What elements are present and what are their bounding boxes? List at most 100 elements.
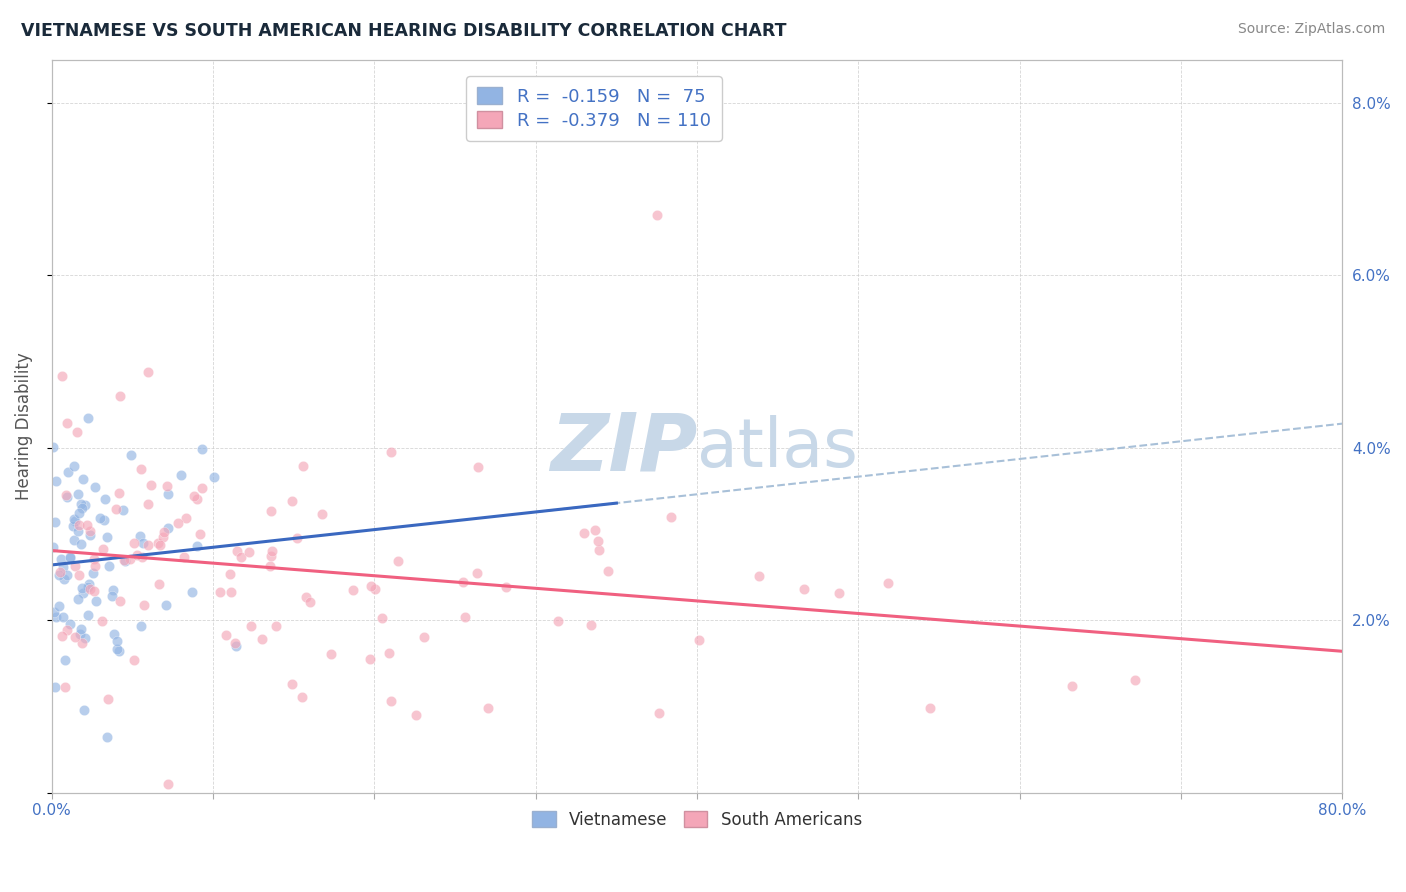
Point — [281, 494, 304, 508]
Point — [76, 517, 98, 532]
Point — [120, 448, 142, 462]
Point — [364, 582, 387, 596]
Point — [264, 619, 287, 633]
Point — [413, 630, 436, 644]
Point — [129, 462, 152, 476]
Point — [45, 609, 67, 624]
Point — [108, 486, 131, 500]
Point — [76, 580, 98, 594]
Point — [572, 526, 595, 541]
Point — [56, 567, 79, 582]
Point — [136, 365, 159, 379]
Point — [84, 559, 107, 574]
Point — [136, 538, 159, 552]
Point — [451, 574, 474, 589]
Point — [191, 481, 214, 495]
Point — [118, 552, 141, 566]
Point — [122, 536, 145, 550]
Point — [380, 445, 402, 459]
Point — [105, 642, 128, 657]
Point — [295, 590, 318, 604]
Point — [299, 595, 322, 609]
Point — [209, 584, 232, 599]
Point — [240, 619, 263, 633]
Point — [183, 489, 205, 503]
Point — [219, 585, 242, 599]
Point — [793, 582, 815, 597]
Point — [191, 442, 214, 456]
Text: Source: ZipAtlas.com: Source: ZipAtlas.com — [1237, 22, 1385, 37]
Point — [52, 610, 75, 624]
Point — [44, 605, 66, 619]
Point — [226, 544, 249, 558]
Point — [688, 633, 710, 648]
Point — [77, 576, 100, 591]
Point — [62, 518, 84, 533]
Point — [94, 491, 117, 506]
Point — [166, 516, 188, 531]
Point — [129, 619, 152, 633]
Point — [84, 480, 107, 494]
Point — [49, 565, 72, 579]
Point — [645, 208, 668, 222]
Point — [79, 524, 101, 539]
Point — [136, 498, 159, 512]
Point — [149, 538, 172, 552]
Point — [588, 543, 610, 558]
Point — [66, 591, 89, 606]
Point — [63, 533, 86, 548]
Point — [659, 509, 682, 524]
Point — [51, 629, 73, 643]
Point — [920, 701, 942, 715]
Point — [48, 568, 70, 582]
Point — [79, 582, 101, 597]
Point — [174, 510, 197, 524]
Point — [215, 628, 238, 642]
Point — [1060, 679, 1083, 693]
Y-axis label: Hearing Disability: Hearing Disability — [15, 352, 32, 500]
Point — [65, 630, 87, 644]
Point — [465, 566, 488, 581]
Point — [70, 497, 93, 511]
Point — [311, 507, 333, 521]
Point — [186, 539, 208, 553]
Point — [131, 550, 153, 565]
Point — [91, 614, 114, 628]
Point — [75, 631, 97, 645]
Point — [127, 548, 149, 562]
Point — [53, 681, 76, 695]
Point — [69, 627, 91, 641]
Point — [103, 583, 125, 598]
Point — [76, 410, 98, 425]
Point — [48, 599, 70, 613]
Point — [454, 610, 477, 624]
Point — [56, 490, 79, 504]
Point — [75, 498, 97, 512]
Point — [114, 554, 136, 568]
Point — [1123, 673, 1146, 688]
Point — [202, 470, 225, 484]
Point — [495, 580, 517, 594]
Point — [82, 566, 104, 581]
Point — [157, 777, 180, 791]
Point — [105, 634, 128, 648]
Point — [76, 608, 98, 623]
Point — [229, 550, 252, 565]
Point — [52, 560, 75, 574]
Point — [579, 618, 602, 632]
Point — [467, 460, 489, 475]
Point — [45, 474, 67, 488]
Point — [97, 691, 120, 706]
Point — [148, 577, 170, 591]
Point — [108, 644, 131, 658]
Point — [70, 623, 93, 637]
Point — [66, 425, 89, 439]
Text: ZIP: ZIP — [550, 409, 697, 487]
Point — [44, 516, 66, 530]
Point — [596, 564, 619, 578]
Point — [876, 576, 898, 591]
Point — [124, 652, 146, 666]
Point — [586, 534, 609, 549]
Point — [63, 514, 86, 528]
Point — [260, 503, 283, 517]
